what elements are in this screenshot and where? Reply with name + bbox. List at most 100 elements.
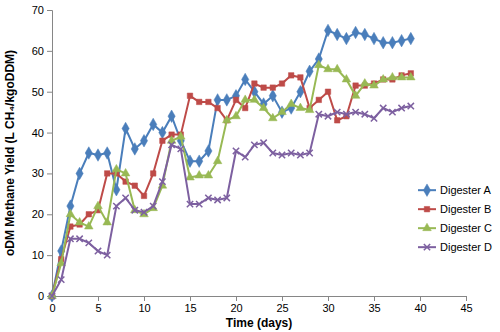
tick-label: 10 [138,302,150,314]
tick-mark [47,92,52,93]
marker [215,105,220,110]
marker [150,203,156,209]
tick-label: 35 [368,302,380,314]
series-line [52,106,411,296]
tick-label: 20 [230,302,242,314]
tick-mark [47,51,52,52]
marker [75,217,84,224]
tick-label: 0 [49,302,55,314]
marker [104,252,110,258]
marker [95,248,101,254]
marker [113,203,119,209]
marker [259,103,268,110]
legend-label: Digester B [440,203,491,215]
marker [66,209,75,216]
marker [104,147,111,159]
tick-mark [466,296,467,301]
marker [86,212,91,217]
tick: 20 [32,208,52,220]
marker [159,126,166,138]
tick-mark [190,296,191,301]
marker [353,83,358,88]
marker [132,207,138,213]
marker [380,36,387,48]
marker [223,115,232,122]
marker [316,111,322,117]
marker [252,81,257,86]
marker [298,75,303,80]
marker [287,99,296,106]
legend: Digester ADigester BDigester CDigester D [418,184,492,253]
legend-item: Digester B [418,203,491,215]
tick-label: 40 [32,127,44,139]
marker [232,90,239,102]
tick: 60 [32,45,52,57]
axis-line [47,11,53,297]
chart: 051015202530354045010203040506070Time (d… [0,0,500,332]
marker [250,95,259,102]
marker [67,236,73,242]
marker [398,105,404,111]
tick-mark [282,296,283,301]
marker [121,168,130,175]
marker [159,178,165,184]
marker [278,106,285,118]
marker [205,145,212,157]
marker [324,64,333,71]
marker [325,89,330,94]
marker [352,109,358,115]
tick: 20 [230,296,242,314]
marker [178,146,184,152]
marker [343,111,349,117]
marker [86,240,92,246]
marker [260,98,267,110]
tick-label: 10 [32,249,44,261]
tick-mark [328,296,329,301]
legend-symbol [424,244,430,250]
y-axis: 010203040506070 [32,4,53,302]
marker [241,95,250,102]
marker [333,64,342,71]
marker [131,143,138,155]
marker [49,293,55,299]
marker [233,97,238,102]
marker [103,217,112,224]
marker [223,94,230,106]
tick: 15 [184,296,196,314]
marker [160,138,165,143]
marker [214,197,220,203]
tick-mark [47,10,52,11]
marker [141,209,147,215]
marker [150,171,155,176]
marker [85,147,92,159]
tick-label: 45 [460,302,472,314]
marker [278,107,287,114]
marker [214,94,221,106]
legend-symbol [423,184,430,196]
plot: 051015202530354045010203040506070 [32,4,473,314]
tick-mark [47,255,52,256]
marker [260,140,266,146]
tick-mark [98,296,99,301]
marker [233,148,239,154]
marker [370,32,377,44]
legend-item: Digester A [418,184,491,196]
marker [305,105,314,112]
tick: 40 [32,127,52,139]
marker [58,276,64,282]
marker [76,167,83,179]
legend-item: Digester C [418,222,492,234]
tick-label: 30 [322,302,334,314]
marker [362,111,368,117]
tick-label: 20 [32,208,44,220]
marker [296,103,305,110]
marker [196,201,202,207]
marker [242,105,247,110]
tick: 50 [32,86,52,98]
tick: 10 [138,296,150,314]
tick-label: 5 [95,302,101,314]
marker [76,236,82,242]
legend-symbol [424,206,429,211]
marker [407,72,416,79]
marker [187,93,192,98]
